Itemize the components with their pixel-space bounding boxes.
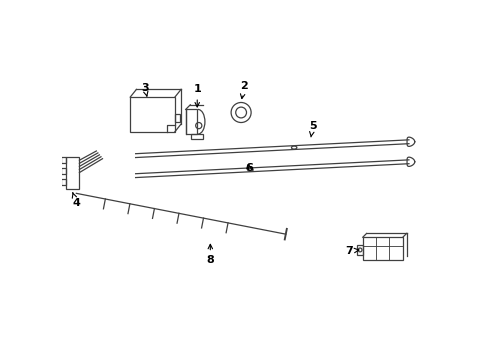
Bar [363,237,403,260]
Bar [130,97,175,132]
Bar [191,134,203,139]
Bar [357,245,363,255]
Text: 3: 3 [141,83,148,96]
Bar [186,109,197,134]
Bar [61,179,66,185]
Text: 7: 7 [345,246,359,256]
Text: 4: 4 [73,193,80,208]
Text: 1: 1 [194,84,201,107]
Text: 6: 6 [245,163,253,173]
Text: 8: 8 [206,244,214,265]
Text: 2: 2 [240,81,248,99]
Bar [61,168,66,174]
Text: 5: 5 [309,121,317,137]
Bar [175,114,180,122]
Bar [66,157,79,189]
Bar [61,157,66,163]
